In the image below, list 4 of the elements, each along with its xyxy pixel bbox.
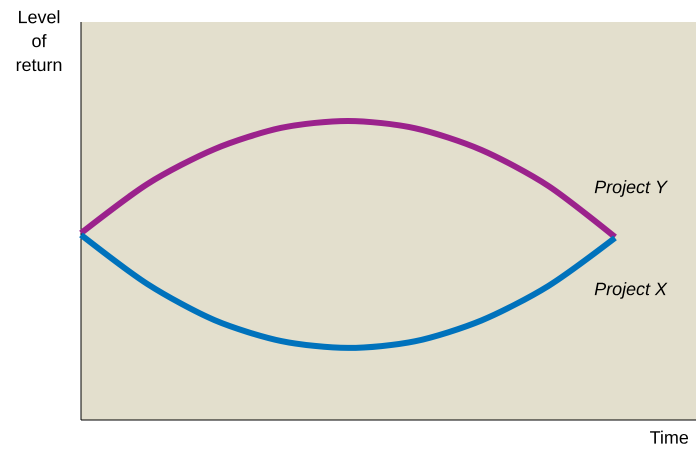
x-axis-title: Time: [650, 430, 688, 444]
series-label: Project Y: [594, 180, 668, 197]
y-axis-title: Level of return: [16, 10, 62, 72]
series-label: Project X: [594, 282, 668, 299]
